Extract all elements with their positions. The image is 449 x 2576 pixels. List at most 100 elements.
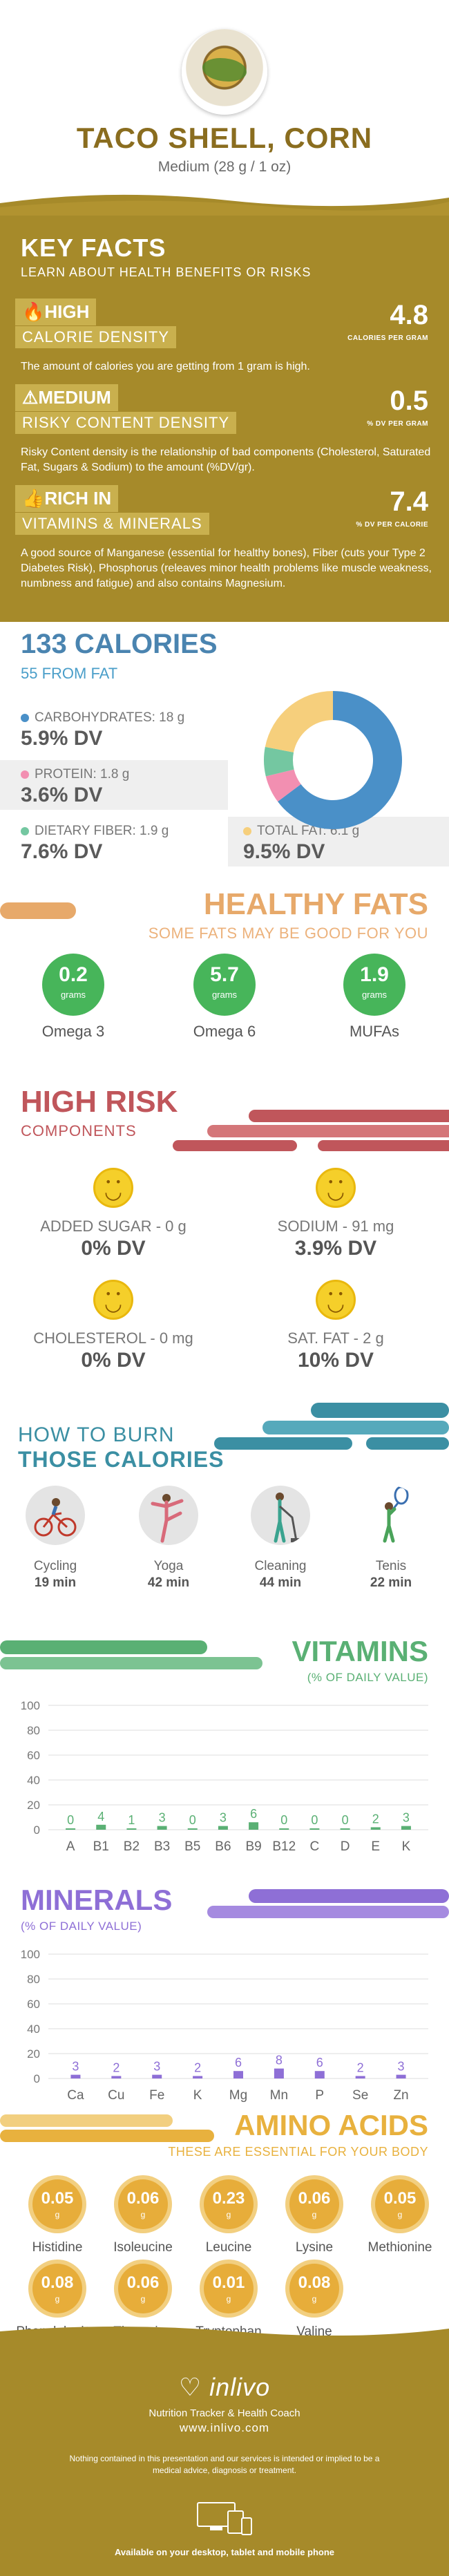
heart-icon: ♡	[178, 2373, 202, 2401]
fact-label: RISKY CONTENT DENSITY	[15, 412, 237, 434]
amino-badge: 0.05 g	[32, 2179, 82, 2229]
healthy-fats-subtitle: SOME FATS MAY BE GOOD FOR YOU	[148, 925, 428, 942]
amino-badge: 0.08 g	[32, 2264, 82, 2313]
amino-badge: 0.08 g	[289, 2264, 339, 2313]
risk-label: SAT. FAT - 2 g	[287, 1329, 384, 1347]
key-facts-section: KEY FACTS LEARN ABOUT HEALTH BENEFITS OR…	[0, 194, 449, 622]
macro-fiber: DIETARY FIBER: 1.9 g 7.6% DV	[21, 824, 169, 863]
amino-badge: 0.05 g	[375, 2179, 425, 2229]
macro-dv: 7.6% DV	[21, 840, 103, 863]
availability-note: Available on your desktop, tablet and mo…	[114, 2547, 335, 2557]
x-category-label: B1	[93, 1839, 109, 1854]
bar-value-label: 3	[403, 1811, 410, 1825]
donut-slice-fat	[265, 691, 333, 752]
fact-description: The amount of calories you are getting f…	[21, 361, 310, 372]
food-photo	[182, 29, 267, 115]
bar-B1	[96, 1824, 106, 1830]
minerals-section: MINERALS (% OF DAILY VALUE) 0 20 40 60 80 100…	[0, 1866, 449, 2108]
website-link[interactable]: www.inlivo.com	[179, 2421, 270, 2434]
footer: ♡ inlivo Nutrition Tracker & Health Coac…	[0, 2327, 449, 2576]
bar-K	[401, 1826, 411, 1830]
macro-donut-chart	[264, 691, 402, 829]
amino-acid-item: 0.23 g Leucine	[184, 2179, 274, 2255]
y-tick-label: 0	[34, 1824, 40, 1837]
disclaimer: Nothing contained in this presentation a…	[69, 2454, 380, 2475]
fact-value: 4.8	[390, 300, 428, 330]
risk-sat-fat: SAT. FAT - 2 g 10% DV	[232, 1280, 439, 1372]
bar-B3	[157, 1826, 167, 1830]
fat-name: Omega 3	[41, 1023, 105, 1040]
y-tick-label: 100	[21, 1948, 40, 1961]
fact-level: 👍RICH IN	[15, 485, 119, 512]
bar-value-label: 0	[342, 1813, 349, 1827]
bar-value-label: 3	[398, 2060, 405, 2074]
x-category-label: B3	[154, 1839, 170, 1854]
activity-cycling: Cycling 19 min	[7, 1486, 104, 1591]
vitamins-subtitle: (% OF DAILY VALUE)	[307, 1671, 428, 1684]
x-category-label: A	[66, 1839, 75, 1854]
bar-B6	[218, 1826, 228, 1830]
y-tick-label: 100	[21, 1699, 40, 1712]
bar-E	[370, 1827, 381, 1830]
high-risk-subtitle: COMPONENTS	[21, 1122, 137, 1139]
smiley-icon	[316, 1280, 356, 1320]
bar-value-label: 3	[220, 1811, 227, 1825]
bar-Ca	[70, 2074, 81, 2078]
bar-Zn	[396, 2074, 406, 2078]
amino-badge: 0.06 g	[289, 2179, 339, 2229]
amino-acid-item: 0.01gTryptophan	[184, 2264, 274, 2340]
y-tick-label: 40	[27, 2023, 40, 2036]
bar-B9	[249, 1822, 259, 1830]
decor-bars	[214, 1403, 449, 1450]
x-category-label: E	[371, 1839, 380, 1854]
bar-Mg	[233, 2071, 243, 2078]
bar-value-label: 0	[67, 1813, 74, 1827]
fat-badge: 5.7 grams	[193, 954, 256, 1016]
bar-value-label: 6	[250, 1807, 257, 1821]
decor-bars	[0, 2114, 214, 2142]
bar-Se	[355, 2076, 365, 2078]
fiber-dot-icon	[21, 826, 29, 835]
flame-icon: 🔥	[22, 301, 45, 322]
high-risk-title: HIGH RISK	[21, 1085, 178, 1119]
bar-D	[340, 1828, 350, 1830]
activity-tennis: Tenis 22 min	[343, 1486, 439, 1591]
risk-cholesterol: CHOLESTEROL - 0 mg 0% DV	[10, 1280, 217, 1372]
healthy-fats-title: HEALTHY FATS	[203, 887, 428, 921]
macro-dv: 9.5% DV	[243, 840, 325, 863]
amino-acid-item: 0.06 g Isoleucine	[98, 2179, 188, 2255]
bar-value-label: 8	[276, 2054, 283, 2067]
amino-badge: 0.06 g	[118, 2264, 168, 2313]
fat-dot-icon	[243, 826, 251, 835]
x-category-label: Mg	[229, 2088, 247, 2103]
bar-value-label: 0	[280, 1813, 287, 1827]
y-tick-label: 80	[27, 1973, 40, 1986]
bar-value-label: 2	[372, 1812, 379, 1826]
y-tick-label: 60	[27, 1998, 40, 2011]
devices-icon	[197, 2502, 252, 2535]
decor-bars	[173, 1110, 449, 1151]
amino-name: Lysine	[295, 2240, 334, 2255]
fat-omega-6: 5.7 grams Omega 6	[169, 954, 280, 1041]
x-category-label: B9	[245, 1839, 261, 1854]
vitamins-section: VITAMINS (% OF DAILY VALUE) 0 20 40 60 80 100…	[0, 1617, 449, 1859]
y-tick-label: 40	[27, 1774, 40, 1787]
decor-bars	[0, 1640, 262, 1669]
risk-added-sugar: ADDED SUGAR - 0 g 0% DV	[10, 1168, 217, 1260]
bar-Fe	[152, 2074, 162, 2078]
fact-value: 7.4	[390, 486, 428, 517]
bar-Mn	[274, 2068, 284, 2078]
risk-dv: 10% DV	[297, 1349, 374, 1372]
bar-value-label: 6	[235, 2056, 242, 2070]
carbs-dot-icon	[21, 713, 29, 722]
fact-label: VITAMINS & MINERALS	[15, 513, 209, 535]
minerals-bar-chart: 0 20 40 60 80 100 3 Ca 2 Cu 3 Fe 2 K 6 Mg 8 Mn 6 P 2 Se 3 Zn	[21, 1948, 428, 2103]
donut-slice-protein	[265, 769, 301, 802]
bar-K	[193, 2076, 203, 2078]
fact-description: A good source of Manganese (essential fo…	[21, 547, 432, 589]
bar-B12	[279, 1828, 289, 1830]
activity-name: Cycling	[33, 1559, 77, 1573]
bar-value-label: 2	[357, 2061, 364, 2074]
risk-label: SODIUM - 91 mg	[277, 1218, 394, 1235]
brand-logo: ♡ inlivo	[178, 2373, 271, 2401]
